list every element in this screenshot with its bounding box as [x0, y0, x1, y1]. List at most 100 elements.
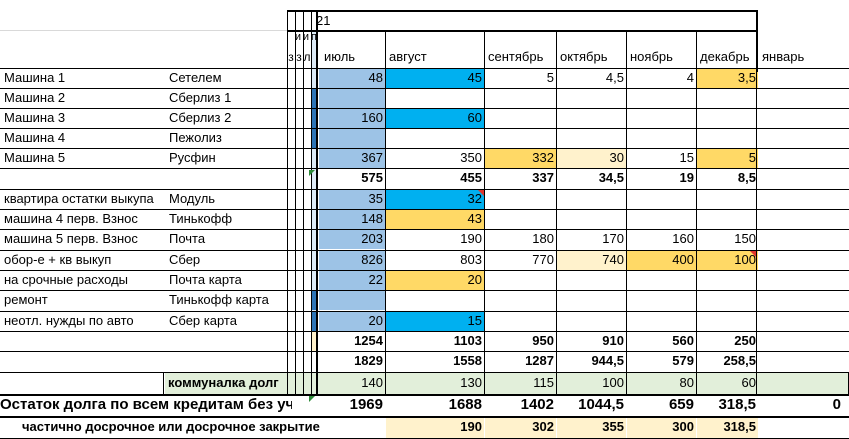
value-cell: 30	[609, 150, 624, 165]
value-cell: 5	[546, 70, 554, 85]
remaining-debt-value: 1969	[349, 396, 383, 413]
month-header: ноябрь	[630, 49, 673, 64]
narrow-column-subheader: л	[303, 50, 311, 64]
narrow-column-subheader: з	[296, 50, 302, 64]
error-indicator-icon[interactable]	[309, 170, 315, 176]
row-label: неотл. нужды по авто	[4, 313, 134, 328]
grid-line	[0, 128, 849, 129]
utilities-value: 140	[361, 375, 383, 390]
narrow-column-marker	[312, 312, 317, 331]
row-label: обор-е + кв выкуп	[4, 252, 112, 267]
grid-line	[0, 270, 849, 271]
value-cell-fill	[485, 149, 556, 168]
grid-line	[0, 168, 849, 169]
value-cell-fill	[319, 271, 385, 290]
lender-label: Пежолиз	[169, 130, 222, 145]
grid-line	[0, 331, 849, 332]
grid-line	[0, 351, 849, 352]
row-label: машина 4 перв. Взнос	[4, 211, 138, 226]
value-cell: 258,5	[723, 353, 756, 368]
grid-line	[163, 372, 164, 394]
utilities-value: 60	[741, 375, 756, 390]
grid-line	[0, 250, 849, 251]
value-cell: 944,5	[591, 353, 624, 368]
lender-label: Сбер карта	[169, 313, 237, 328]
value-cell: 1829	[354, 353, 383, 368]
grid-line	[626, 30, 627, 394]
value-cell: 575	[361, 170, 383, 185]
utilities-value: 100	[602, 375, 624, 390]
grid-line	[0, 394, 849, 396]
narrow-column-marker	[312, 129, 317, 148]
grid-line	[0, 148, 849, 149]
value-cell-fill	[386, 109, 484, 128]
grid-line	[287, 30, 757, 32]
row-label: Машина 3	[4, 110, 66, 125]
value-cell: 48	[368, 70, 383, 85]
value-cell: 8,5	[737, 170, 756, 185]
value-cell: 1287	[525, 353, 554, 368]
row-label: Машина 4	[4, 130, 66, 145]
grid-line	[385, 30, 386, 394]
value-cell-fill	[319, 230, 385, 249]
remaining-debt-value: 1044,5	[578, 396, 624, 413]
remaining-debt-value: 1402	[520, 396, 554, 413]
value-cell-fill	[557, 149, 626, 168]
value-cell: 770	[532, 252, 554, 267]
value-cell: 20	[368, 313, 383, 328]
comment-indicator-icon[interactable]	[478, 190, 484, 196]
value-cell-fill	[386, 190, 484, 209]
value-cell: 826	[361, 252, 383, 267]
grid-line	[311, 10, 312, 394]
month-header: июль	[324, 49, 356, 64]
grid-line	[0, 68, 849, 69]
value-cell: 367	[361, 150, 383, 165]
remaining-debt-value: 1688	[448, 396, 482, 413]
grid-line	[0, 290, 849, 291]
lender-label: Сберлиз 1	[169, 90, 232, 105]
grid-line	[287, 10, 757, 12]
value-cell: 20	[467, 272, 482, 287]
early-row-fill	[386, 418, 484, 438]
value-cell-fill	[319, 210, 385, 229]
value-cell: 60	[467, 110, 482, 125]
value-cell-fill	[386, 271, 484, 290]
value-cell-fill	[697, 69, 758, 88]
lender-label: Почта	[169, 231, 206, 246]
month-header: сентябрь	[488, 49, 544, 64]
value-cell-fill	[319, 312, 385, 331]
value-cell: 455	[460, 170, 482, 185]
value-cell: 1103	[453, 333, 482, 348]
lender-label: Сберлиз 2	[169, 110, 232, 125]
lender-label: Модуль	[169, 191, 216, 206]
lender-label: Тинькофф	[169, 211, 233, 226]
remaining-debt-value: 0	[832, 396, 841, 413]
month-header: август	[389, 49, 427, 64]
row-label: Машина 5	[4, 150, 66, 165]
error-indicator-icon[interactable]	[309, 396, 315, 402]
value-cell: 45	[467, 70, 482, 85]
value-cell: 950	[532, 333, 554, 348]
value-cell-fill	[319, 251, 385, 270]
utilities-value: 130	[460, 375, 482, 390]
grid-line	[756, 68, 757, 394]
lender-label: Почта карта	[169, 272, 242, 287]
lender-label: Сбер	[169, 252, 201, 267]
utilities-label: коммуналка долг	[168, 375, 279, 390]
row-label: на срочные расходы	[4, 272, 129, 287]
value-cell: 170	[602, 231, 624, 246]
value-cell: 43	[467, 211, 482, 226]
narrow-column-header: и	[302, 31, 310, 43]
value-cell: 337	[532, 170, 554, 185]
value-cell: 740	[602, 252, 624, 267]
grid-line	[0, 30, 287, 31]
value-cell: 100	[734, 252, 756, 267]
comment-indicator-icon[interactable]	[750, 251, 756, 257]
value-cell: 22	[368, 272, 383, 287]
value-cell-fill	[319, 109, 385, 128]
value-cell: 160	[361, 110, 383, 125]
narrow-column-header: п	[311, 31, 317, 43]
month-header: декабрь	[700, 49, 750, 64]
value-cell: 579	[672, 353, 694, 368]
